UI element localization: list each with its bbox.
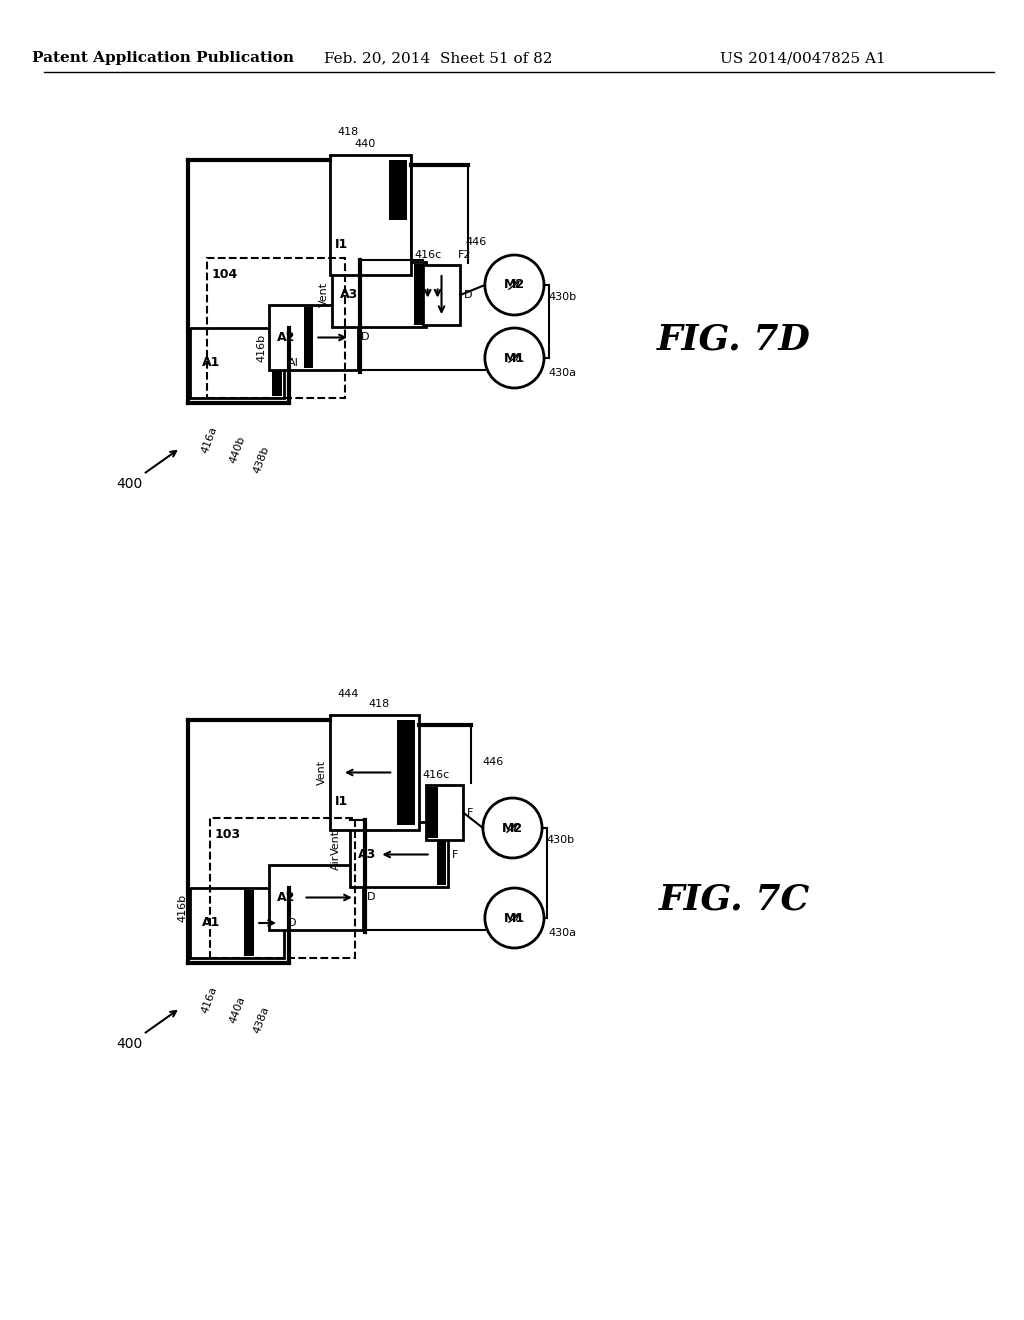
Text: 446: 446: [465, 238, 486, 247]
Text: M2: M2: [502, 821, 523, 834]
Bar: [330, 154, 411, 275]
Text: D: D: [464, 290, 473, 300]
Text: 416b: 416b: [256, 334, 266, 362]
Bar: [190, 888, 284, 958]
Text: 440: 440: [354, 139, 375, 149]
Text: Feb. 20, 2014  Sheet 51 of 82: Feb. 20, 2014 Sheet 51 of 82: [325, 51, 553, 65]
Bar: [272, 330, 282, 396]
Bar: [350, 822, 449, 887]
Text: 430a: 430a: [548, 368, 575, 378]
Text: 446: 446: [483, 756, 504, 767]
Text: FIG. 7D: FIG. 7D: [657, 323, 811, 356]
Text: D: D: [367, 892, 375, 903]
Bar: [332, 261, 426, 327]
Bar: [269, 305, 357, 370]
Bar: [426, 785, 463, 840]
Text: M1: M1: [504, 351, 525, 364]
Text: Patent Application Publication: Patent Application Publication: [32, 51, 294, 65]
Text: A2: A2: [276, 331, 295, 345]
Text: 418: 418: [337, 127, 358, 137]
Text: 440b: 440b: [228, 436, 247, 465]
Text: 438b: 438b: [252, 445, 270, 475]
Text: 430a: 430a: [548, 928, 575, 939]
Text: 400: 400: [117, 451, 176, 491]
Bar: [207, 257, 345, 399]
Text: 104: 104: [212, 268, 239, 281]
Bar: [303, 308, 313, 368]
Text: A3: A3: [357, 847, 376, 861]
Text: 440a: 440a: [228, 995, 247, 1026]
Text: 438a: 438a: [252, 1005, 270, 1035]
Bar: [397, 719, 415, 825]
Text: US 2014/0047825 A1: US 2014/0047825 A1: [720, 51, 886, 65]
Text: D: D: [288, 917, 296, 928]
Text: M1: M1: [504, 912, 525, 924]
Bar: [269, 865, 362, 931]
Text: 430b: 430b: [546, 836, 574, 845]
Text: 103: 103: [215, 828, 241, 841]
Text: Vent: Vent: [331, 830, 341, 855]
Text: A2: A2: [276, 891, 295, 904]
Text: Vent: Vent: [317, 760, 328, 785]
Text: A3: A3: [340, 288, 358, 301]
Text: 416b: 416b: [177, 894, 187, 921]
Text: 416a: 416a: [201, 985, 219, 1015]
Bar: [190, 327, 284, 399]
Text: 444: 444: [337, 689, 358, 700]
Text: 416c: 416c: [422, 770, 450, 780]
Text: M2: M2: [504, 279, 525, 292]
Text: Vent: Vent: [319, 282, 330, 308]
Text: 418: 418: [369, 700, 390, 709]
Bar: [245, 890, 254, 956]
Bar: [426, 787, 437, 838]
Bar: [389, 160, 407, 220]
Text: I1: I1: [335, 795, 348, 808]
Text: 416a: 416a: [201, 425, 219, 455]
Text: D: D: [360, 333, 370, 342]
Text: A1: A1: [202, 356, 220, 370]
Text: 400: 400: [117, 1011, 176, 1051]
Bar: [210, 818, 354, 958]
Bar: [436, 824, 446, 884]
Bar: [423, 265, 460, 325]
Text: F: F: [453, 850, 459, 859]
Bar: [330, 715, 419, 830]
Text: 416c: 416c: [414, 249, 441, 260]
Text: 430b: 430b: [548, 292, 577, 302]
Text: AI: AI: [288, 358, 299, 368]
Text: Air: Air: [331, 855, 341, 870]
Bar: [389, 160, 407, 215]
Text: FIG. 7C: FIG. 7C: [658, 883, 810, 917]
Text: I1: I1: [335, 239, 348, 252]
Text: A1: A1: [202, 916, 220, 929]
Bar: [414, 264, 424, 325]
Text: F: F: [467, 808, 473, 817]
Text: F2: F2: [459, 249, 472, 260]
